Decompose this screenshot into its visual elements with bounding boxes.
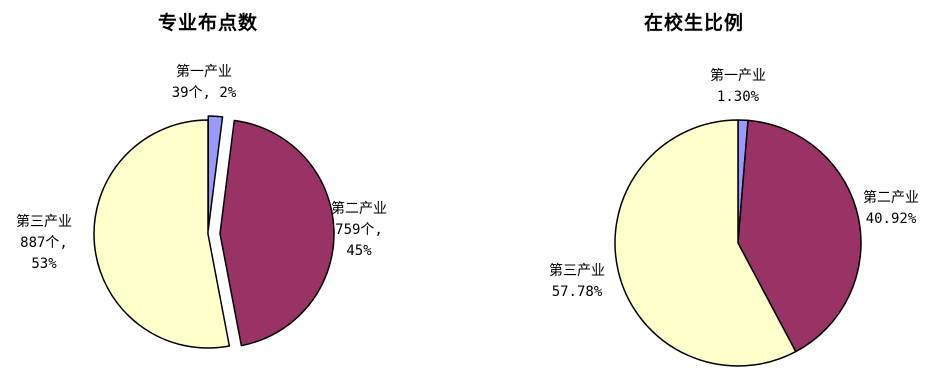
slice-label-right-tertiary: 第三产业 57.78% [536, 261, 618, 303]
pie-slice-left-tertiary [93, 119, 231, 349]
slice-value-right-primary: 1.30% [716, 89, 760, 105]
slice-name-left-secondary: 第二产业 [331, 201, 387, 217]
slice-extra-left-secondary: 45% [346, 243, 372, 259]
slice-name-left-tertiary: 第三产业 [16, 214, 72, 230]
pie-slice-right-tertiary [614, 119, 797, 367]
slice-extra-left-tertiary: 53% [31, 256, 57, 272]
slice-label-left-primary: 第一产业 39个, 2% [163, 62, 245, 104]
pie-chart-left [93, 115, 335, 349]
slice-value-right-tertiary: 57.78% [551, 284, 603, 300]
slice-label-right-primary: 第一产业 1.30% [697, 66, 779, 108]
slice-label-left-tertiary: 第三产业 887个, 53% [3, 212, 85, 275]
pie-slice-left-secondary [219, 119, 335, 347]
chart-title-left: 专业布点数 [157, 12, 258, 34]
slice-name-right-secondary: 第二产业 [863, 190, 919, 206]
pie-slice-left-primary [207, 115, 224, 231]
slice-value-left-primary: 39个, 2% [171, 85, 237, 101]
slice-name-right-primary: 第一产业 [710, 68, 766, 84]
pie-chart-right [614, 119, 862, 367]
chart-left: 专业布点数 第一产业 39个, 2% 第二产业 759个, 45% 第三产业 8… [3, 12, 400, 349]
slice-label-right-secondary: 第二产业 40.92% [850, 188, 932, 230]
slice-name-left-primary: 第一产业 [176, 64, 232, 80]
slice-value-left-tertiary: 887个, [20, 235, 68, 251]
slice-value-right-secondary: 40.92% [865, 211, 917, 227]
slice-label-left-secondary: 第二产业 759个, 45% [318, 199, 400, 262]
slice-name-right-tertiary: 第三产业 [549, 263, 605, 279]
chart-title-right: 在校生比例 [643, 12, 744, 34]
slice-value-left-secondary: 759个, [335, 222, 383, 238]
chart-right: 在校生比例 第一产业 1.30% 第二产业 40.92% 第三产业 57.78% [466, 0, 932, 369]
pie-slice-right-secondary [737, 119, 862, 353]
